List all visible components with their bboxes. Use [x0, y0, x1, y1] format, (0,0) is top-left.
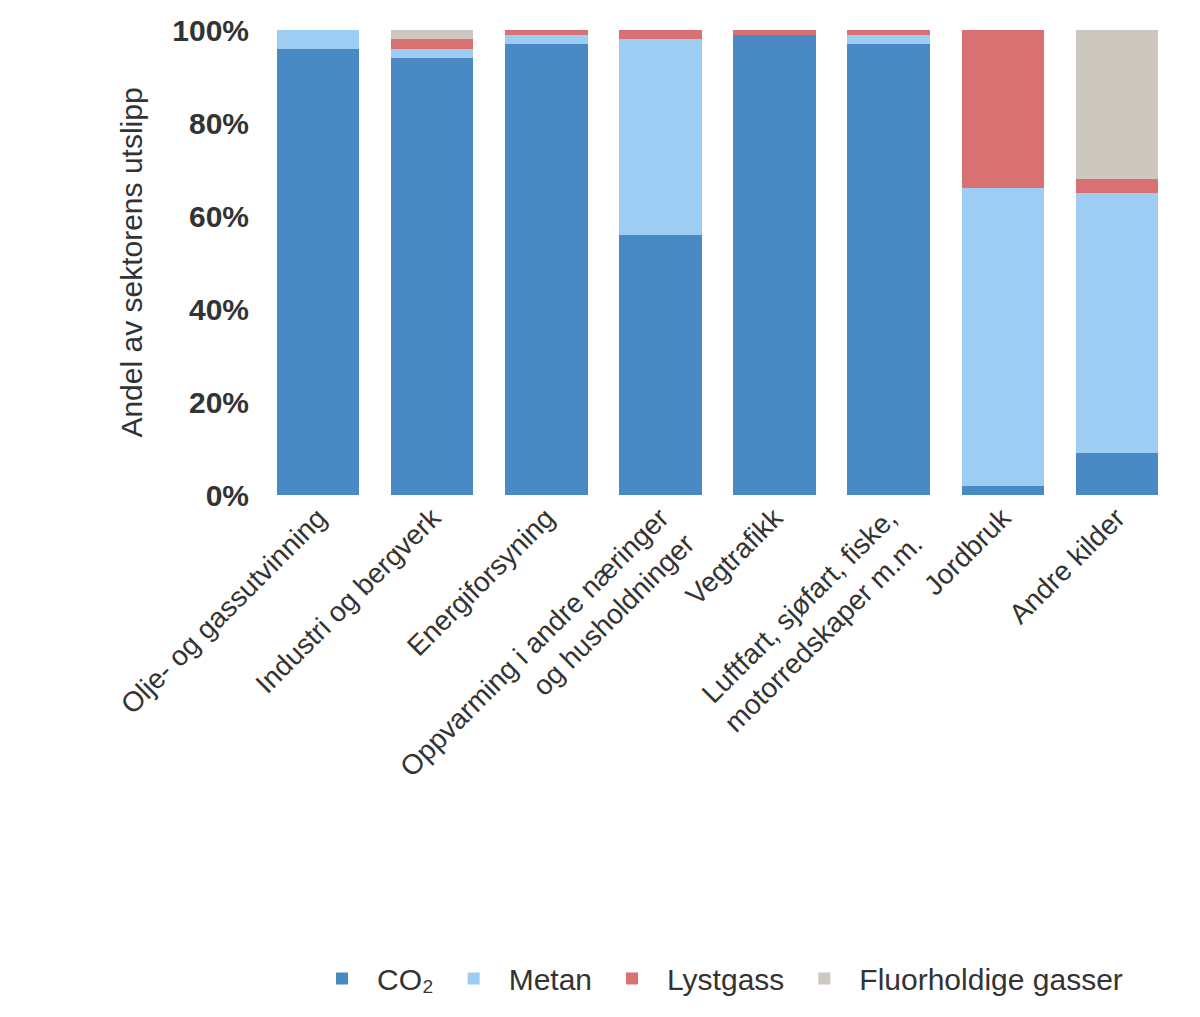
svg-text:Energiforsyning: Energiforsyning [401, 502, 560, 661]
svg-text:20%: 20% [189, 386, 249, 419]
svg-text:80%: 80% [189, 107, 249, 140]
svg-text:Luftfart, sjøfart, fiske,motor: Luftfart, sjøfart, fiske,motorredskaper … [693, 502, 929, 738]
svg-text:Olje- og gassutvinning: Olje- og gassutvinning [115, 502, 333, 720]
svg-text:Vegtrafikk: Vegtrafikk [680, 502, 790, 612]
svg-text:100%: 100% [172, 14, 249, 47]
svg-text:60%: 60% [189, 200, 249, 233]
svg-text:Oppvarming i andre næringerog: Oppvarming i andre næringerog husholdnin… [394, 502, 700, 808]
svg-text:Andre kilder: Andre kilder [1003, 502, 1131, 630]
svg-text:40%: 40% [189, 293, 249, 326]
svg-text:Industri og bergverk: Industri og bergverk [250, 502, 448, 700]
svg-text:Fluorholdige gasser: Fluorholdige gasser [859, 963, 1122, 996]
svg-text:Metan: Metan [509, 963, 592, 996]
svg-text:Jordbruk: Jordbruk [918, 502, 1018, 602]
svg-text:Lystgass: Lystgass [667, 963, 784, 996]
svg-text:CO₂: CO₂ [377, 963, 434, 996]
svg-text:Andel av sektorens utslipp: Andel av sektorens utslipp [115, 87, 148, 437]
svg-text:0%: 0% [206, 479, 249, 512]
